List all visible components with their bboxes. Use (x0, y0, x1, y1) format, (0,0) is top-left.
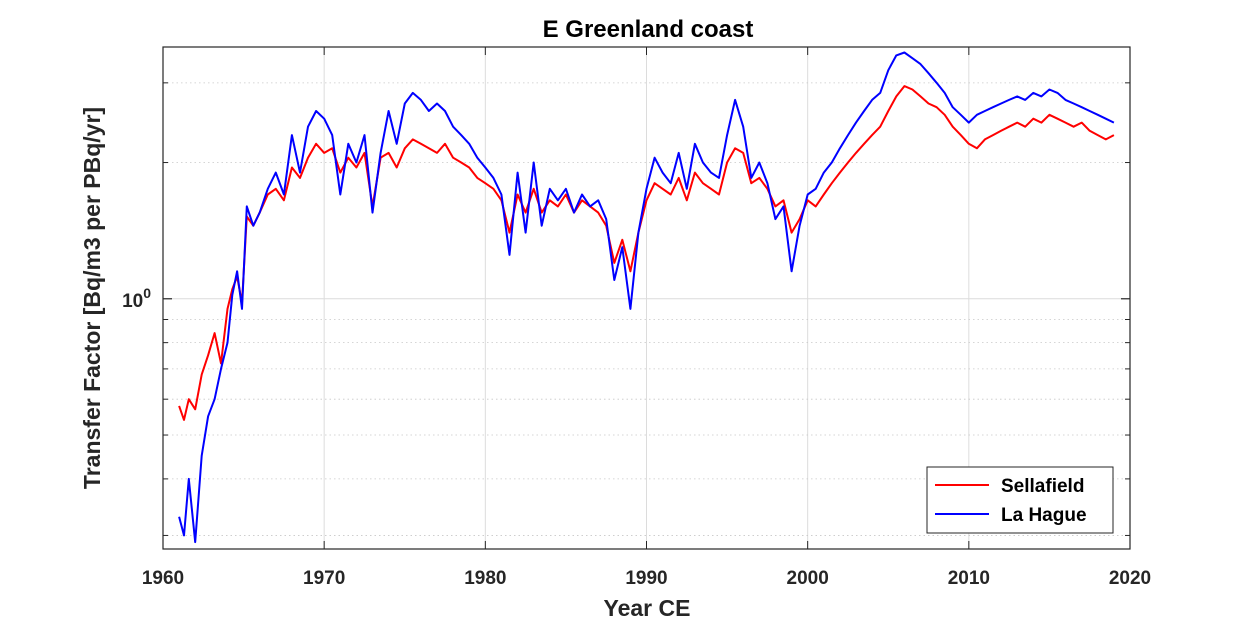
legend-label-la-hague: La Hague (1001, 505, 1087, 526)
tick-layer (162, 47, 1131, 549)
y-tick-labels: 100 (122, 285, 151, 312)
x-tick-label: 2000 (787, 568, 829, 589)
series-layer (178, 51, 1115, 544)
x-tick-label: 1970 (303, 568, 345, 589)
legend-box (926, 466, 1114, 534)
grid-layer (162, 47, 1131, 549)
x-axis-label: Year CE (604, 595, 691, 621)
plot-area (162, 46, 1131, 550)
x-tick-label: 1960 (142, 568, 184, 589)
y-tick-label: 100 (122, 285, 151, 312)
chart-title: E Greenland coast (543, 16, 754, 43)
x-tick-label: 1980 (464, 568, 506, 589)
x-tick-label: 2010 (948, 568, 990, 589)
x-tick-labels: 1960 1970 1980 1990 2000 2010 2020 (142, 568, 1151, 589)
y-axis-label: Transfer Factor [Bq/m3 per PBq/yr] (79, 107, 105, 489)
legend: Sellafield La Hague (926, 466, 1114, 534)
x-tick-label: 1990 (625, 568, 667, 589)
legend-label-sellafield: Sellafield (1001, 476, 1084, 497)
series-line-sellafield (178, 85, 1115, 421)
x-tick-label: 2020 (1109, 568, 1151, 589)
series-line-la-hague (178, 51, 1115, 544)
